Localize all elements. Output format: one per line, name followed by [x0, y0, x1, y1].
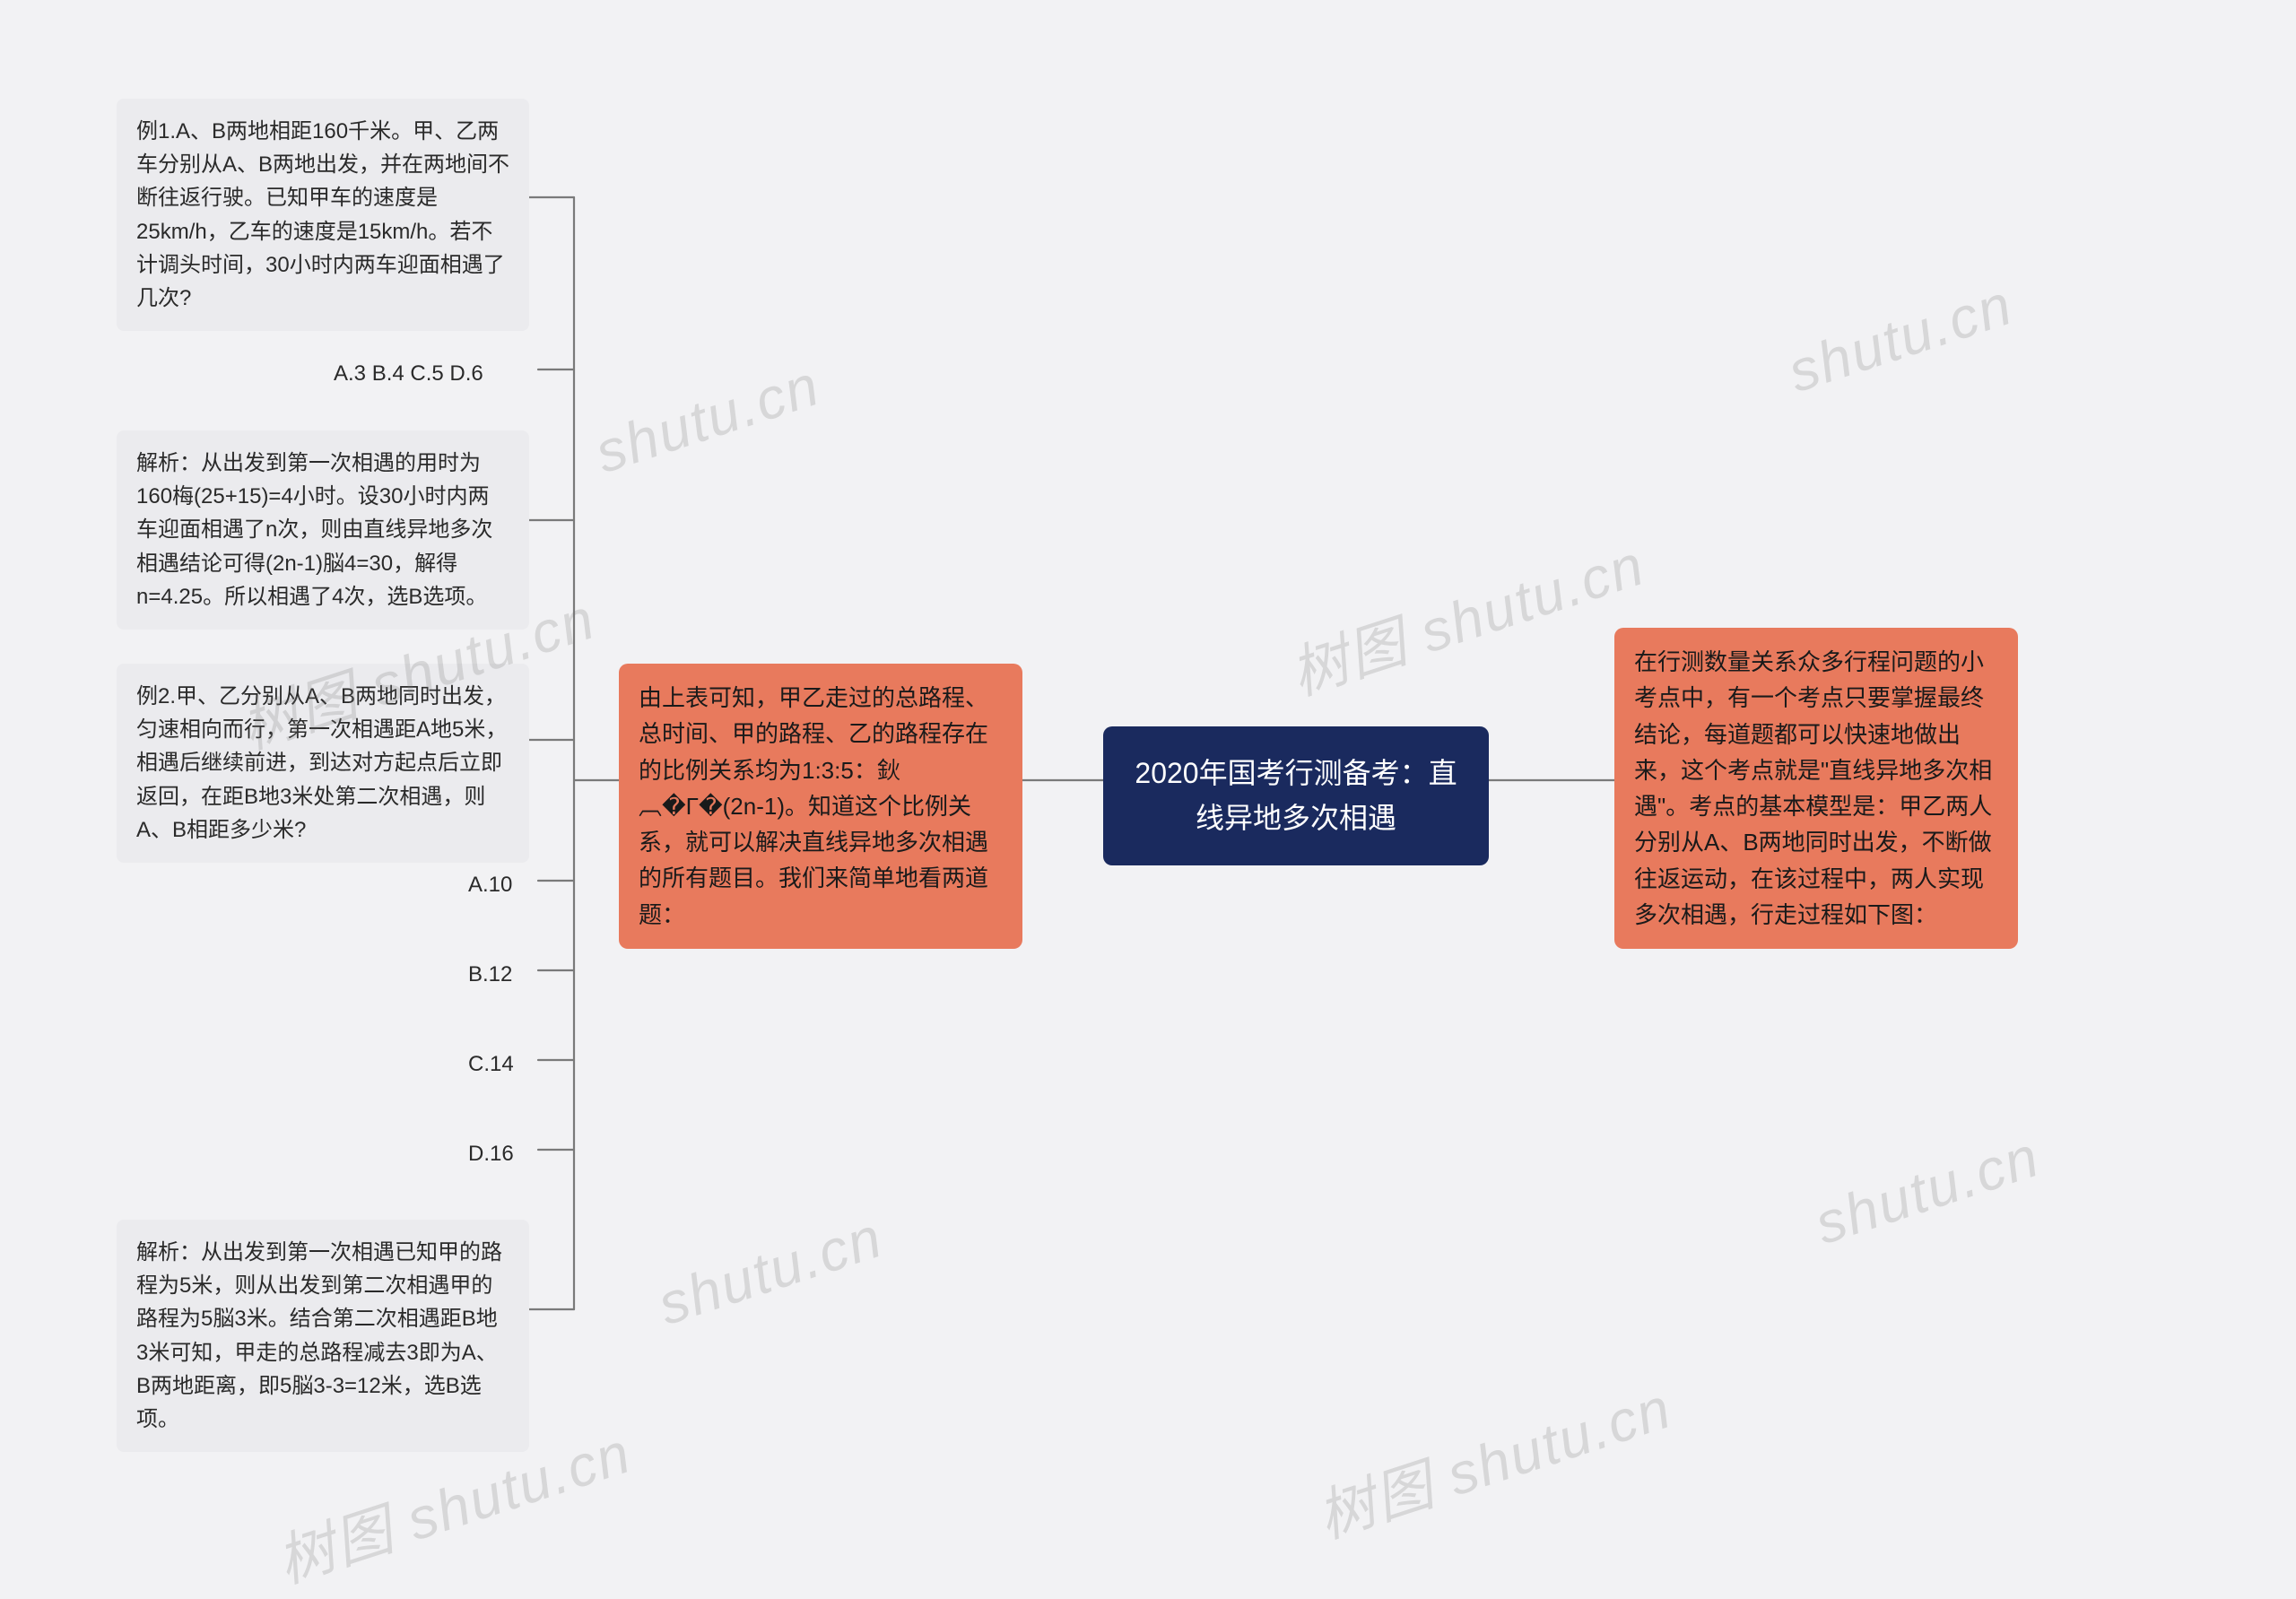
- left-branch-text: 由上表可知，甲乙走过的总路程、总时间、甲的路程、乙的路程存在的比例关系均为1:3…: [639, 684, 988, 928]
- leaf-text: A.3 B.4 C.5 D.6: [334, 361, 483, 386]
- center-node: 2020年国考行测备考：直线异地多次相遇: [1103, 726, 1489, 865]
- watermark: 树图 shutu.cn: [1279, 519, 1654, 711]
- mindmap-canvas: 2020年国考行测备考：直线异地多次相遇 在行测数量关系众多行程问题的小考点中，…: [0, 0, 2296, 1514]
- leaf-ans2: 解析：从出发到第一次相遇已知甲的路程为5米，则从出发到第二次相遇甲的路程为5脳3…: [117, 1220, 529, 1452]
- watermark: shutu.cn: [1807, 1123, 2048, 1257]
- watermark: 树图 shutu.cn: [1306, 1362, 1681, 1554]
- leaf-text: B.12: [468, 962, 512, 986]
- leaf-text: 解析：从出发到第一次相遇已知甲的路程为5米，则从出发到第二次相遇甲的路程为5脳3…: [136, 1240, 502, 1431]
- leaf-optA: A.10: [457, 861, 538, 908]
- leaf-ex1: 例1.A、B两地相距160千米。甲、乙两车分别从A、B两地出发，并在两地间不断往…: [117, 99, 529, 331]
- leaf-optC: C.14: [457, 1040, 538, 1088]
- leaf-text: 解析：从出发到第一次相遇的用时为160梅(25+15)=4小时。设30小时内两车…: [136, 451, 492, 609]
- right-branch: 在行测数量关系众多行程问题的小考点中，有一个考点只要掌握最终结论，每道题都可以快…: [1614, 628, 2018, 949]
- watermark: shutu.cn: [587, 352, 828, 486]
- leaf-text: D.16: [468, 1142, 514, 1166]
- watermark: shutu.cn: [650, 1204, 891, 1338]
- leaf-optD: D.16: [457, 1130, 538, 1178]
- leaf-text: 例1.A、B两地相距160千米。甲、乙两车分别从A、B两地出发，并在两地间不断往…: [136, 119, 509, 310]
- center-text: 2020年国考行测备考：直线异地多次相遇: [1135, 757, 1457, 834]
- leaf-text: C.14: [468, 1052, 514, 1076]
- watermark: shutu.cn: [1780, 271, 2021, 405]
- right-branch-text: 在行测数量关系众多行程问题的小考点中，有一个考点只要掌握最终结论，每道题都可以快…: [1634, 648, 1992, 928]
- leaf-text: A.10: [468, 873, 512, 897]
- leaf-ans1: 解析：从出发到第一次相遇的用时为160梅(25+15)=4小时。设30小时内两车…: [117, 430, 529, 630]
- leaf-text: 例2.甲、乙分别从A、B两地同时出发，匀速相向而行，第一次相遇距A地5米，相遇后…: [136, 684, 507, 842]
- left-branch: 由上表可知，甲乙走过的总路程、总时间、甲的路程、乙的路程存在的比例关系均为1:3…: [619, 664, 1022, 949]
- leaf-optB: B.12: [457, 951, 538, 998]
- leaf-ex2: 例2.甲、乙分别从A、B两地同时出发，匀速相向而行，第一次相遇距A地5米，相遇后…: [117, 664, 529, 863]
- leaf-opt1: A.3 B.4 C.5 D.6: [323, 350, 538, 397]
